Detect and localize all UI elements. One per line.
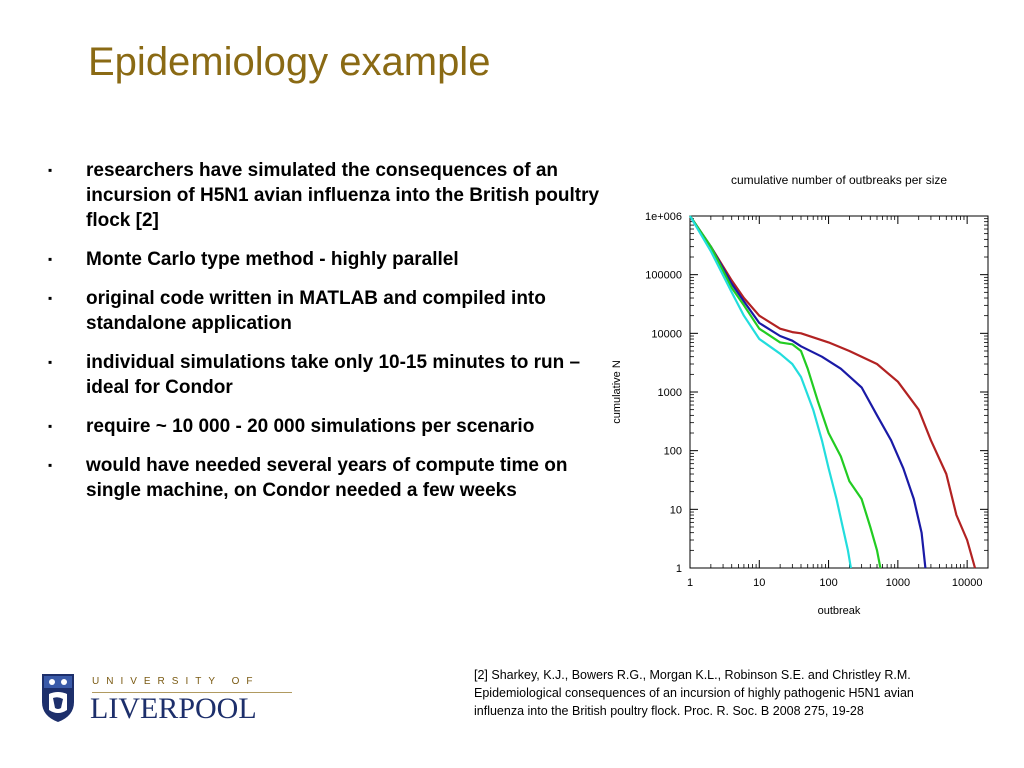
bullet-item: ▪ require ~ 10 000 - 20 000 simulations p… [48,414,608,439]
bullet-text: Monte Carlo type method - highly paralle… [86,249,459,270]
outbreak-chart: cumulative number of outbreaks per size 1… [611,173,989,617]
chart-title: cumulative number of outbreaks per size [731,173,947,187]
y-tick-label: 1000 [658,387,682,399]
reference-line: influenza into the British poultry flock… [474,704,864,718]
university-name: LIVERPOOL [90,692,257,725]
bullet-item: ▪ individual simulations take only 10-15 … [48,350,608,400]
bullet-text: would have needed several years of compu… [86,455,568,501]
university-top-text: UNIVERSITY OF [92,676,260,687]
bullet-text: individual simulations take only 10-15 m… [86,352,581,398]
bullet-item: ▪ original code written in MATLAB and com… [48,286,608,336]
bullet-mark-icon: ▪ [48,355,53,369]
x-tick-label: 1000 [886,577,910,589]
y-axis-label: cumulative N [611,360,623,424]
x-tick-label: 1 [687,577,693,589]
y-tick-label: 1 [676,563,682,575]
bullet-mark-icon: ▪ [48,163,53,177]
reference-line: [2] Sharkey, K.J., Bowers R.G., Morgan K… [474,668,911,682]
y-tick-label: 1e+006 [645,211,682,223]
bullet-text: original code written in MATLAB and comp… [86,288,546,334]
bullet-text: require ~ 10 000 - 20 000 simulations pe… [86,416,535,437]
bullet-mark-icon: ▪ [48,458,53,472]
series-line-1 [689,215,977,569]
reference-note: [2] Sharkey, K.J., Bowers R.G., Morgan K… [474,666,994,720]
x-axis-label: outbreak [818,605,861,617]
liverpool-crest-icon [42,674,74,722]
reference-line: Epidemiological consequences of an incur… [474,686,914,700]
y-tick-label: 100 [664,446,682,458]
y-tick-label: 10 [670,504,682,516]
bullet-mark-icon: ▪ [48,419,53,433]
bullet-item: ▪ Monte Carlo type method - highly parall… [48,247,608,272]
bullet-mark-icon: ▪ [48,291,53,305]
university-logo: UNIVERSITY OF LIVERPOOL [40,672,292,732]
series-line-4 [689,215,852,569]
bullet-mark-icon: ▪ [48,252,53,266]
series-line-3 [689,215,882,569]
slide-title: Epidemiology example [88,40,491,84]
x-tick-label: 10 [753,577,765,589]
bullet-item: ▪ would have needed several years of comp… [48,453,608,503]
logo-divider [92,692,292,693]
series-line-2 [689,215,927,569]
bullet-list: ▪ researchers have simulated the conseque… [48,158,608,517]
y-tick-label: 10000 [651,328,682,340]
x-tick-label: 100 [819,577,837,589]
y-tick-label: 100000 [645,270,682,282]
bullet-item: ▪ researchers have simulated the conseque… [48,158,608,233]
x-tick-label: 10000 [952,577,983,589]
bullet-text: researchers have simulated the consequen… [86,160,600,231]
